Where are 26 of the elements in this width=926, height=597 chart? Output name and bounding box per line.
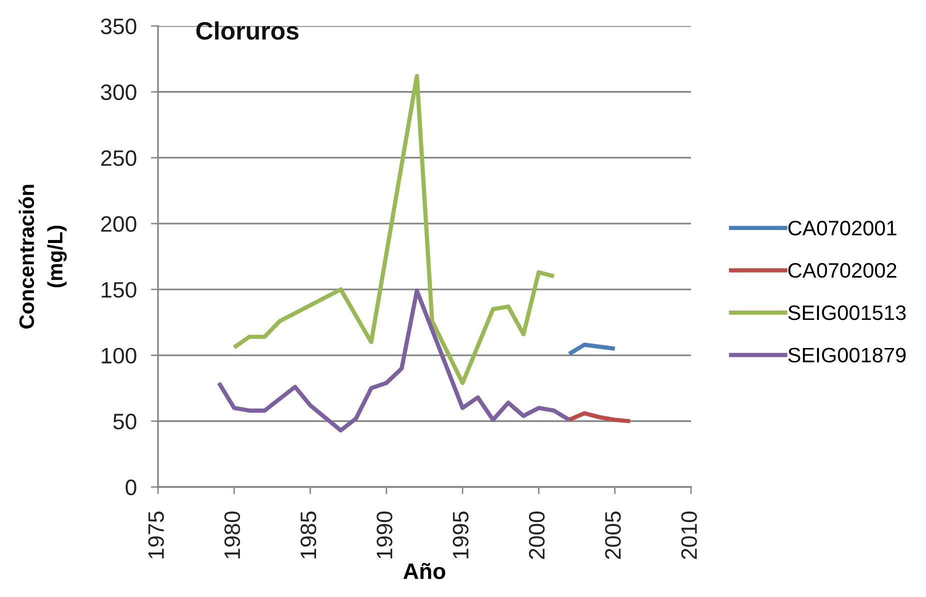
legend-label: CA0702002	[788, 263, 896, 278]
x-tick-label: 1975	[148, 512, 164, 558]
y-tick-label: 250	[101, 150, 136, 166]
x-tick-label: 1980	[224, 511, 240, 558]
y-tick-label: 50	[113, 414, 136, 430]
x-tick-label: 1985	[300, 512, 316, 558]
legend-label: SEIG001513	[788, 305, 906, 320]
y-tick-label: 300	[100, 84, 136, 100]
x-tick-label: 2010	[681, 511, 697, 559]
y-tick-label: 0	[126, 480, 136, 496]
line-series	[567, 411, 632, 424]
y-tick-label: 200	[101, 216, 136, 232]
line-series	[232, 74, 556, 386]
x-tick-label: 2000	[528, 511, 545, 559]
legend-label: CA0702001	[788, 220, 896, 236]
x-axis-title: Año	[403, 562, 446, 580]
x-tick-label: 1995	[452, 512, 469, 558]
y-tick-label: 350	[100, 18, 136, 34]
line-series	[216, 288, 572, 432]
y-tick-label: 100	[102, 348, 136, 364]
chart-title: Cloruros	[196, 21, 298, 40]
y-tick-label: 150	[102, 282, 136, 298]
x-tick-label: 1990	[376, 511, 392, 558]
x-tick-label: 2005	[605, 512, 621, 559]
y-axis-title: Concentración (mg/L)	[18, 184, 67, 329]
legend-label: SEIG001879	[788, 348, 906, 362]
